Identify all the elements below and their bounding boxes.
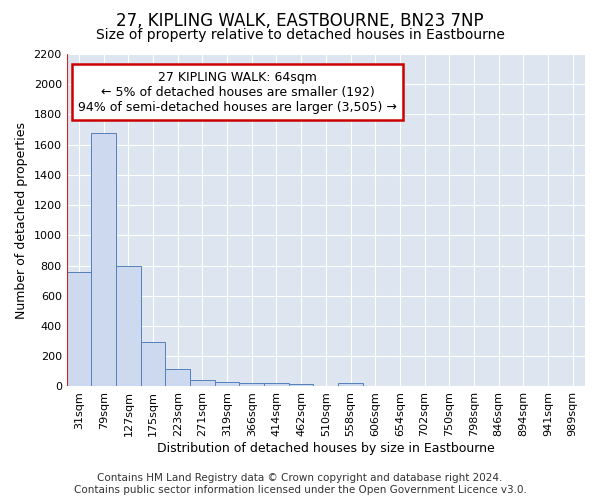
Y-axis label: Number of detached properties: Number of detached properties xyxy=(15,122,28,318)
Bar xyxy=(190,380,215,386)
Bar xyxy=(338,382,363,386)
X-axis label: Distribution of detached houses by size in Eastbourne: Distribution of detached houses by size … xyxy=(157,442,495,455)
Bar xyxy=(67,272,91,386)
Text: 27 KIPLING WALK: 64sqm
← 5% of detached houses are smaller (192)
94% of semi-det: 27 KIPLING WALK: 64sqm ← 5% of detached … xyxy=(78,70,397,114)
Text: 27, KIPLING WALK, EASTBOURNE, BN23 7NP: 27, KIPLING WALK, EASTBOURNE, BN23 7NP xyxy=(116,12,484,30)
Bar xyxy=(141,342,166,386)
Bar xyxy=(215,382,239,386)
Bar xyxy=(239,382,264,386)
Bar xyxy=(166,369,190,386)
Text: Contains HM Land Registry data © Crown copyright and database right 2024.
Contai: Contains HM Land Registry data © Crown c… xyxy=(74,474,526,495)
Bar xyxy=(116,266,141,386)
Text: Size of property relative to detached houses in Eastbourne: Size of property relative to detached ho… xyxy=(95,28,505,42)
Bar xyxy=(264,384,289,386)
Bar xyxy=(91,132,116,386)
Bar xyxy=(289,384,313,386)
